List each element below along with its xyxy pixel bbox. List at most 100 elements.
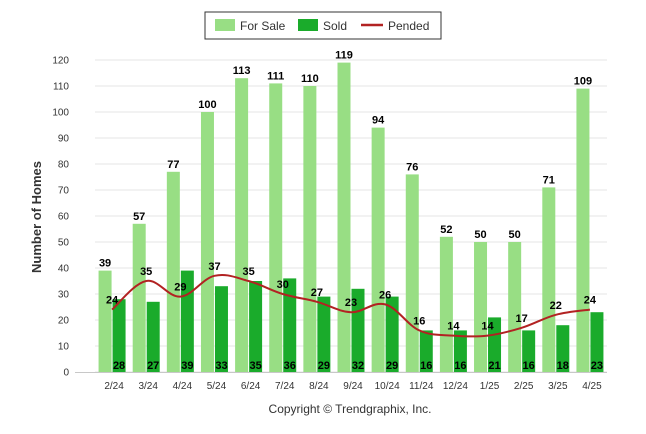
data-label-sold: 27 — [147, 360, 159, 372]
data-label-sold: 16 — [454, 360, 466, 372]
bar-for-sale — [98, 270, 112, 372]
bar-sold — [317, 296, 331, 372]
bar-for-sale — [371, 127, 385, 372]
data-label-for-sale: 50 — [474, 229, 486, 241]
data-label-for-sale: 57 — [133, 211, 145, 223]
legend-box — [204, 11, 442, 40]
x-tick-label: 7/24 — [275, 381, 295, 392]
data-label-pended: 17 — [516, 313, 528, 325]
data-label-sold: 21 — [488, 360, 500, 372]
x-tick-label: 8/24 — [309, 381, 329, 392]
bar-for-sale — [132, 223, 146, 372]
y-axis-title: Number of Homes — [29, 161, 44, 273]
data-label-for-sale: 111 — [267, 70, 284, 82]
data-label-for-sale: 110 — [301, 73, 319, 85]
data-label-for-sale: 71 — [543, 174, 555, 186]
bar-for-sale — [200, 112, 214, 372]
bar-for-sale — [303, 86, 317, 372]
y-tick-label: 70 — [58, 186, 70, 197]
legend-label-sold: Sold — [323, 19, 347, 33]
x-tick-label: 11/24 — [409, 381, 434, 392]
x-tick-label: 2/25 — [514, 381, 534, 392]
data-label-sold: 36 — [284, 360, 296, 372]
x-tick-label: 10/24 — [375, 381, 400, 392]
data-label-pended: 14 — [481, 321, 494, 333]
data-label-sold: 32 — [352, 360, 364, 372]
line-layer — [111, 273, 591, 338]
copyright-text: Copyright © Trendgraphix, Inc. — [269, 402, 432, 416]
data-label-pended: 35 — [242, 266, 254, 278]
data-label-sold: 18 — [557, 360, 569, 372]
y-tick-label: 120 — [52, 56, 69, 67]
data-label-sold: 16 — [523, 360, 535, 372]
data-label-pended: 30 — [277, 279, 289, 291]
data-label-pended: 23 — [345, 297, 357, 309]
y-tick-label: 30 — [58, 290, 70, 301]
bar-sold — [249, 281, 263, 372]
data-label-sold: 29 — [386, 360, 398, 372]
pended-line — [111, 273, 591, 338]
data-label-sold: 35 — [249, 360, 261, 372]
data-label-sold: 33 — [215, 360, 227, 372]
y-tick-label: 0 — [63, 368, 69, 379]
bar-for-sale — [166, 171, 180, 372]
data-label-pended: 37 — [208, 261, 220, 273]
y-tick-label: 60 — [58, 212, 70, 223]
data-label-sold: 29 — [318, 360, 330, 372]
data-label-for-sale: 94 — [372, 115, 385, 127]
x-tick-label: 5/24 — [207, 381, 227, 392]
legend-swatch-sold — [298, 19, 318, 31]
y-tick-label: 40 — [58, 264, 70, 275]
x-tick-label: 6/24 — [241, 381, 261, 392]
x-tick-label: 4/25 — [582, 381, 602, 392]
data-label-sold: 28 — [113, 360, 125, 372]
y-tick-label: 50 — [58, 238, 70, 249]
data-label-for-sale: 50 — [509, 229, 521, 241]
bar-sold — [146, 301, 160, 372]
bar-sold — [214, 286, 228, 372]
x-tick-label: 9/24 — [343, 381, 363, 392]
data-label-pended: 16 — [413, 315, 425, 327]
data-label-sold: 23 — [591, 360, 603, 372]
data-label-pended: 27 — [311, 287, 323, 299]
legend-label-pended: Pended — [388, 19, 429, 33]
bar-for-sale — [576, 88, 590, 372]
labels-layer: 39 28 57 27 77 39 100 33 113 35 111 36 110 29 119 32 94 2… — [99, 50, 603, 372]
bar-sold — [112, 299, 126, 372]
x-tick-label: 1/25 — [480, 381, 500, 392]
data-label-for-sale: 77 — [167, 159, 179, 171]
bar-for-sale — [474, 242, 488, 372]
x-tick-label: 3/25 — [548, 381, 568, 392]
bar-for-sale — [269, 83, 283, 373]
data-label-pended: 22 — [550, 300, 562, 312]
data-label-sold: 39 — [181, 360, 193, 372]
data-label-pended: 24 — [584, 295, 597, 307]
bar-for-sale — [508, 242, 522, 372]
y-tick-label: 20 — [58, 316, 70, 327]
axis-layer: 0 10 20 30 40 50 60 70 80 90 100 110 120 2/24 3/24 4/24… — [52, 56, 607, 392]
legend-swatch-for-sale — [215, 19, 235, 31]
data-label-for-sale: 39 — [99, 258, 111, 270]
y-tick-label: 100 — [52, 108, 69, 119]
x-tick-label: 2/24 — [104, 381, 124, 392]
y-tick-label: 10 — [58, 342, 70, 353]
data-label-for-sale: 52 — [440, 224, 452, 236]
data-label-pended: 24 — [106, 295, 119, 307]
data-label-for-sale: 119 — [335, 50, 353, 62]
bar-for-sale — [405, 174, 419, 372]
x-tick-label: 3/24 — [138, 381, 158, 392]
bar-sold — [556, 325, 570, 372]
data-label-pended: 26 — [379, 289, 391, 301]
bar-sold — [488, 317, 502, 372]
data-label-for-sale: 113 — [233, 65, 251, 77]
bar-sold — [419, 330, 433, 372]
data-label-pended: 35 — [140, 266, 152, 278]
bar-sold — [453, 330, 467, 372]
x-tick-label: 12/24 — [443, 381, 468, 392]
grid-layer — [95, 59, 607, 373]
legend-label-for-sale: For Sale — [240, 19, 286, 33]
bar-for-sale — [439, 236, 453, 372]
data-label-pended: 29 — [174, 282, 186, 294]
